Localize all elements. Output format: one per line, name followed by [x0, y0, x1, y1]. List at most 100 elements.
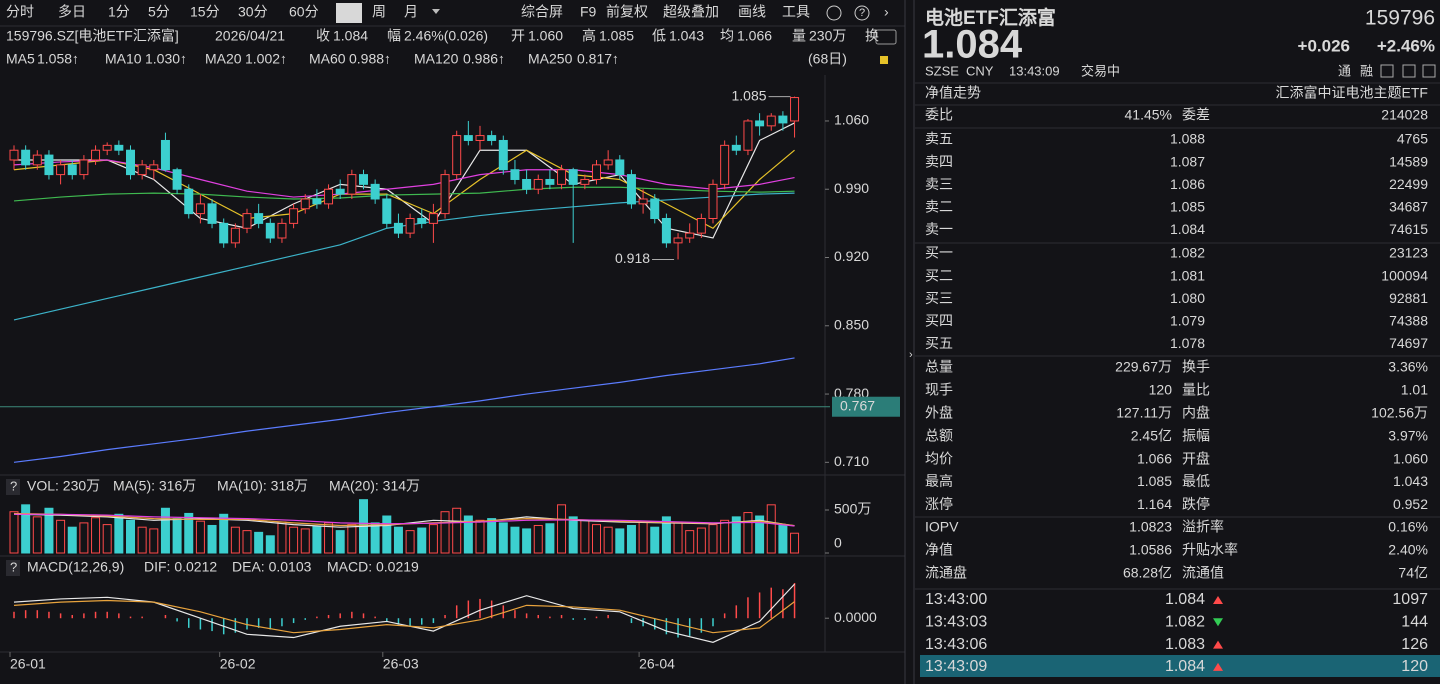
nav-title[interactable]: 净值走势 — [925, 85, 981, 101]
tool-button[interactable]: 前复权 — [606, 4, 648, 20]
volume-bar — [650, 526, 660, 554]
period-tab[interactable]: 周 — [372, 4, 386, 20]
candle-body — [347, 174, 357, 195]
volume-bar — [172, 518, 182, 554]
tool-button[interactable]: 超级叠加 — [663, 4, 719, 20]
tool-button[interactable]: 画线 — [738, 4, 766, 20]
field-label: 流通盘 — [925, 565, 967, 581]
tool-button[interactable]: 工具 — [782, 4, 810, 20]
candle-body — [440, 174, 450, 215]
volume-bar — [522, 528, 532, 554]
period-tab[interactable]: 1分 — [108, 4, 130, 20]
volume-bar — [452, 507, 462, 554]
volume-bar — [335, 530, 345, 554]
volume-bar — [510, 526, 520, 554]
quote-value: 230万 — [809, 28, 846, 44]
field-label: 最低 — [1182, 473, 1210, 489]
help-box[interactable] — [6, 479, 20, 495]
candle-body — [289, 208, 299, 224]
period-tab[interactable]: 30分 — [238, 4, 268, 20]
status: SZSE — [925, 63, 959, 78]
vol-ma-legend: MA(20): 314万 — [329, 478, 420, 494]
volume-bar — [743, 512, 753, 554]
field-label: 均价 — [925, 450, 953, 466]
book-price: 1.086 — [1170, 176, 1205, 192]
help-box[interactable] — [6, 560, 20, 576]
volume-bar — [592, 524, 601, 554]
panel-icon[interactable] — [1380, 64, 1394, 78]
book-price: 1.080 — [1170, 290, 1205, 306]
period-tab[interactable]: 15分 — [190, 4, 220, 20]
more-icon[interactable]: › — [884, 4, 889, 20]
trade-direction — [1213, 640, 1223, 649]
trade-volume: 144 — [1401, 614, 1428, 631]
volume-bar — [67, 526, 77, 554]
settings-icon[interactable] — [826, 5, 842, 21]
help-icon[interactable] — [854, 5, 870, 21]
field-label: 溢折率 — [1182, 519, 1224, 535]
collapse-handle[interactable]: › — [909, 349, 913, 361]
quote-date: 2026/04/21 — [215, 28, 285, 44]
volume-bar — [428, 524, 438, 554]
trade-price: 1.083 — [1165, 636, 1205, 653]
field-label: 委比 — [925, 107, 953, 123]
trade-price: 1.082 — [1165, 614, 1205, 631]
book-label: 买一 — [925, 245, 953, 261]
tool-button[interactable]: 综合屏 — [521, 4, 563, 20]
candle-body — [685, 232, 695, 239]
volume-bar — [463, 515, 473, 554]
flag: 通 — [1338, 63, 1351, 78]
trade-direction — [1213, 662, 1223, 671]
volume-bar — [498, 522, 508, 554]
quote-label: 幅 — [387, 28, 401, 44]
selected-row[interactable] — [920, 655, 1440, 677]
ma-legend-value: 1.030↑ — [145, 51, 187, 67]
annotation-label: 1.085 — [732, 87, 767, 103]
period-label: (68日) — [808, 51, 847, 67]
book-volume: 22499 — [1389, 176, 1428, 192]
candle-body — [254, 213, 264, 224]
period-tab[interactable]: 60分 — [289, 4, 319, 20]
macd-line — [13, 599, 795, 634]
book-volume: 100094 — [1381, 267, 1428, 283]
panel-icon[interactable] — [1402, 64, 1416, 78]
field-value: 1.066 — [1137, 450, 1172, 466]
volume-bar — [56, 519, 66, 554]
field-label: 总额 — [925, 427, 953, 443]
volume-bar — [440, 511, 450, 554]
field-value: 1.164 — [1137, 496, 1172, 512]
y-tick-label: 0.920 — [834, 248, 869, 264]
period-tab[interactable]: 分时 — [6, 4, 34, 20]
candle-body — [603, 159, 613, 166]
book-label: 卖五 — [925, 131, 953, 147]
candle-body — [277, 222, 287, 239]
candle-body — [790, 97, 800, 122]
tool-button[interactable]: F9 — [580, 4, 597, 20]
book-price: 1.082 — [1170, 245, 1205, 261]
price-change-pct: +2.46% — [1377, 36, 1435, 55]
panel-icon[interactable] — [1422, 64, 1436, 78]
lock-icon[interactable] — [880, 56, 888, 64]
trade-direction — [1213, 596, 1223, 604]
volume-bar — [114, 513, 124, 554]
dropdown-icon[interactable] — [432, 9, 440, 14]
period-tab[interactable]: 5分 — [148, 4, 170, 20]
volume-bar — [149, 528, 159, 554]
quote-value: 1.060 — [528, 28, 563, 44]
candle-body — [230, 227, 240, 244]
volume-bar — [207, 524, 217, 554]
volume-bar — [324, 522, 334, 554]
period-tab[interactable]: 月 — [404, 4, 418, 20]
field-label: 委差 — [1182, 107, 1210, 123]
volume-bar — [230, 526, 240, 554]
vol-ma-legend: MA(10): 318万 — [217, 478, 308, 494]
candle-body — [522, 178, 532, 190]
period-tab[interactable]: 多日 — [58, 4, 86, 20]
period-tab[interactable]: 日 — [341, 4, 355, 20]
book-label: 买四 — [925, 313, 953, 329]
field-value: 0.952 — [1393, 496, 1428, 512]
trade-direction — [1213, 618, 1223, 627]
ma-line — [14, 122, 795, 239]
quote-label: 低 — [652, 28, 666, 44]
volume-bar — [382, 515, 392, 554]
